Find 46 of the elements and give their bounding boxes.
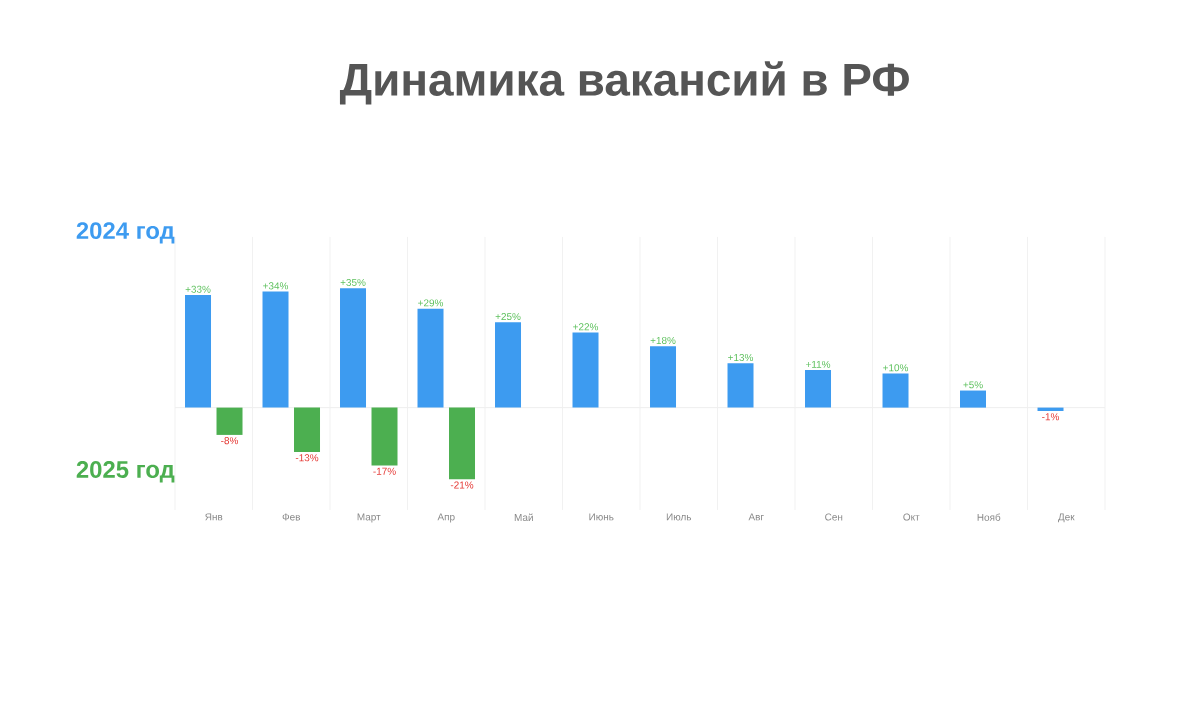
bar	[371, 407, 398, 466]
chart-title: Динамика вакансий в РФ	[339, 61, 909, 105]
x-tick-label: Авг	[748, 513, 764, 521]
bar	[805, 370, 832, 408]
text: 2025 год	[76, 461, 175, 483]
bar	[960, 390, 987, 408]
x-tick-label: Дек	[1058, 513, 1075, 523]
data-label: +35%	[340, 278, 366, 286]
x-tick-label: Июнь	[589, 513, 614, 521]
data-label: +11%	[805, 360, 831, 368]
text: 2024 год	[76, 222, 175, 244]
data-label: -17%	[373, 467, 396, 475]
bar	[449, 407, 476, 480]
data-label: -8%	[221, 437, 239, 445]
data-label: +5%	[963, 381, 983, 389]
data-label: +34%	[263, 282, 289, 290]
data-label: +13%	[728, 354, 754, 362]
data-label: +22%	[573, 323, 599, 331]
data-label: -1%	[1042, 413, 1060, 421]
bar	[650, 346, 677, 408]
bar	[417, 308, 444, 408]
bar	[495, 322, 522, 408]
x-tick-label: Сен	[825, 513, 843, 521]
data-label: -13%	[295, 454, 319, 462]
bar	[185, 294, 212, 408]
bar	[262, 291, 289, 408]
data-label: +25%	[495, 313, 521, 321]
x-tick-label: Май	[514, 513, 533, 521]
bar	[572, 332, 599, 408]
x-tick-label: Нояб	[977, 513, 1001, 521]
data-label: -21%	[450, 481, 474, 489]
bar	[216, 407, 243, 435]
x-tick-label: Янв	[205, 513, 223, 521]
x-tick-label: Окт	[903, 513, 920, 521]
data-label: +18%	[650, 336, 676, 344]
bar	[727, 363, 754, 408]
data-label: +10%	[883, 364, 909, 372]
data-label: +33%	[185, 285, 211, 293]
x-tick-label: Март	[357, 513, 381, 523]
bar	[882, 373, 909, 408]
x-tick-label: Апр	[437, 513, 455, 523]
x-tick-label: Июль	[666, 513, 692, 521]
bar	[294, 407, 321, 452]
bar	[340, 288, 367, 408]
x-tick-label: Фев	[282, 513, 301, 521]
data-label: +29%	[418, 299, 444, 307]
